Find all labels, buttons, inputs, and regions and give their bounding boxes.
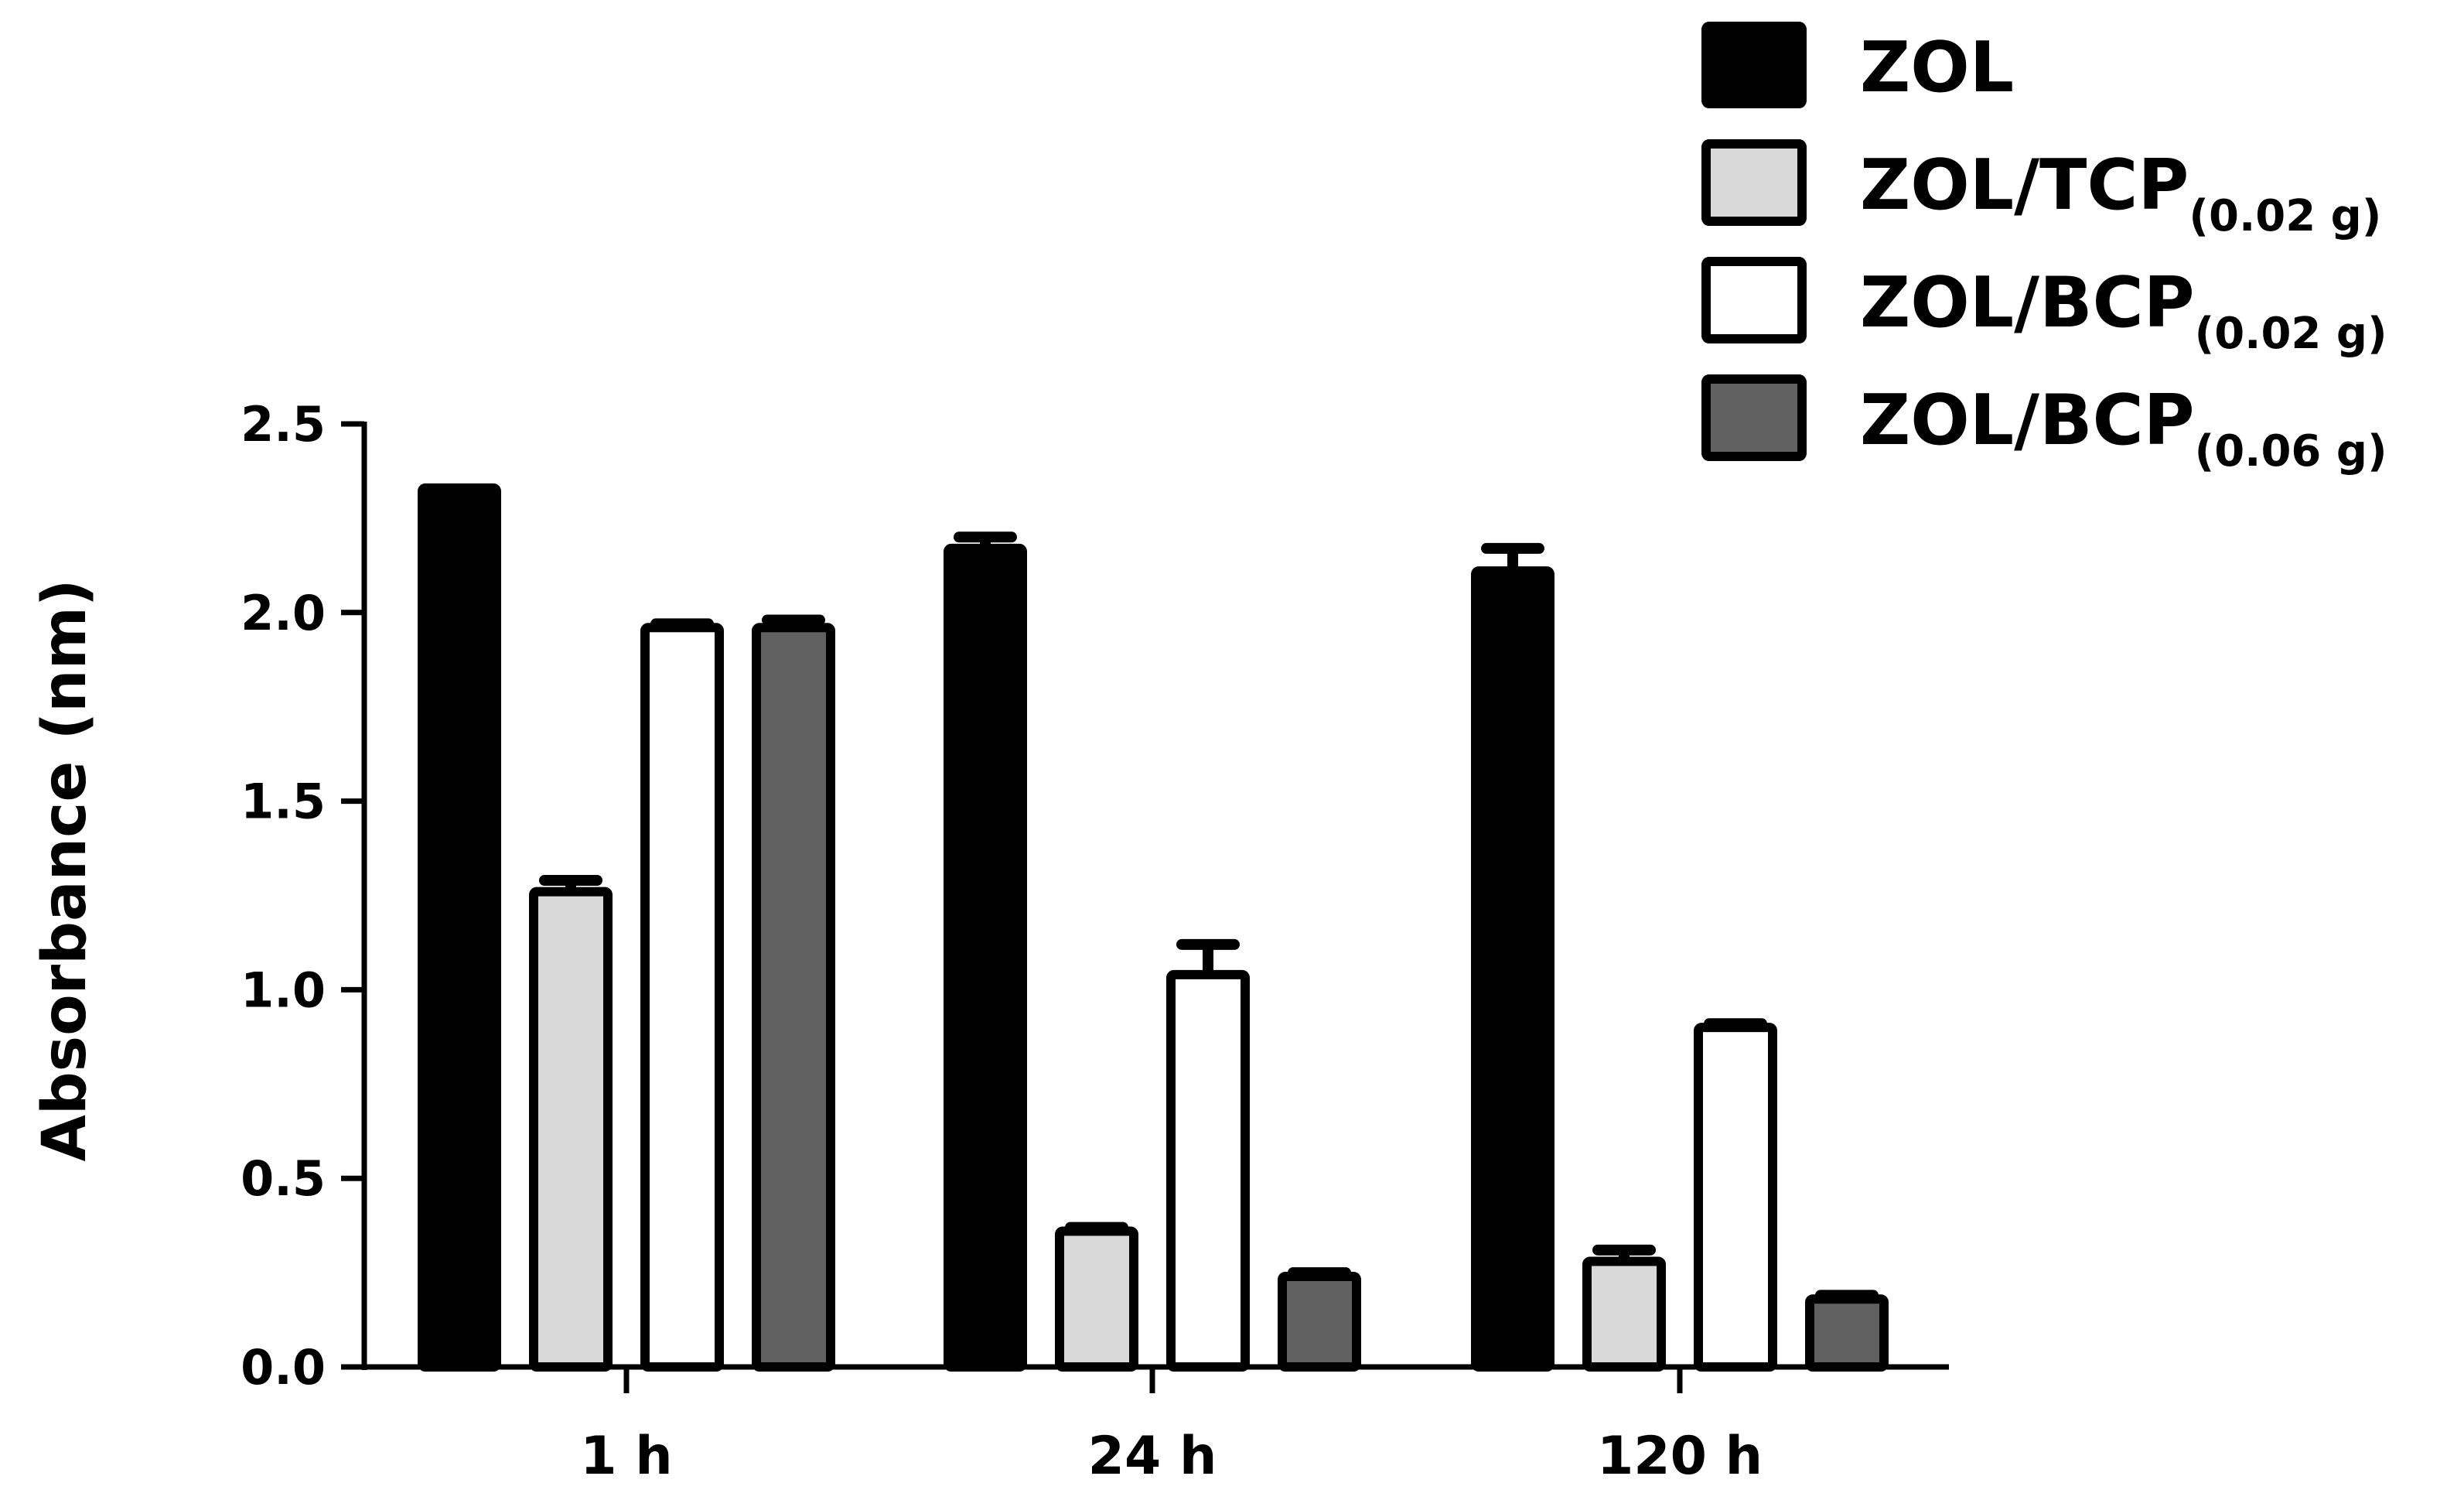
y-axis-label: Absorbance (nm): [30, 579, 100, 1161]
bar-1-0: [529, 887, 613, 1372]
legend-label-3: ZOL/BCP(0.06 g): [1860, 380, 2387, 477]
x-tick-label-0: 1 h: [580, 1426, 672, 1487]
bar-0-2: [1471, 566, 1555, 1372]
legend-label-1: ZOL/TCP(0.02 g): [1860, 145, 2381, 241]
x-tick-label-1: 24 h: [1088, 1426, 1217, 1487]
legend-swatch-2: [1701, 257, 1807, 343]
legend-label-main-2: ZOL/BCP: [1860, 262, 2195, 343]
bar-0-1: [944, 543, 1027, 1372]
bar-0-0: [418, 483, 501, 1372]
y-tick-label-1: 0.5: [241, 1150, 326, 1207]
axes: 0.0 0.5 1.0 1.5 2.0 2.5 1 h 24 h 120 h: [241, 396, 1949, 1487]
bar-1-1: [1055, 1226, 1138, 1372]
legend-label-main-3: ZOL/BCP: [1860, 380, 2195, 461]
bars: [418, 483, 1889, 1372]
bar-3-1: [1278, 1271, 1361, 1372]
bar-3-2: [1805, 1294, 1889, 1372]
bar-3-0: [752, 623, 835, 1372]
bar-2-0: [640, 623, 724, 1372]
legend-label-sub-1: (0.02 g): [2189, 191, 2381, 241]
y-tick-label-5: 2.5: [241, 396, 326, 453]
y-tick-label-0: 0.0: [241, 1339, 326, 1396]
legend-label-sub-2: (0.02 g): [2195, 309, 2387, 359]
x-tick-label-2: 120 h: [1597, 1426, 1763, 1487]
legend-label-sub-3: (0.06 g): [2195, 426, 2387, 477]
legend-label-0: ZOL: [1860, 27, 2014, 108]
legend-label-main-1: ZOL/TCP: [1860, 145, 2189, 226]
y-tick-label-4: 2.0: [241, 585, 326, 641]
legend-label-main-0: ZOL: [1860, 27, 2014, 108]
legend-swatch-3: [1701, 374, 1807, 461]
legend-label-2: ZOL/BCP(0.02 g): [1860, 262, 2387, 359]
legend-swatch-0: [1701, 22, 1807, 108]
bar-2-1: [1166, 969, 1250, 1372]
y-tick-label-3: 1.5: [241, 774, 326, 830]
bar-1-2: [1582, 1256, 1666, 1372]
legend-swatch-1: [1701, 139, 1807, 226]
y-tick-label-2: 1.0: [241, 962, 326, 1018]
bar-2-2: [1694, 1023, 1777, 1372]
